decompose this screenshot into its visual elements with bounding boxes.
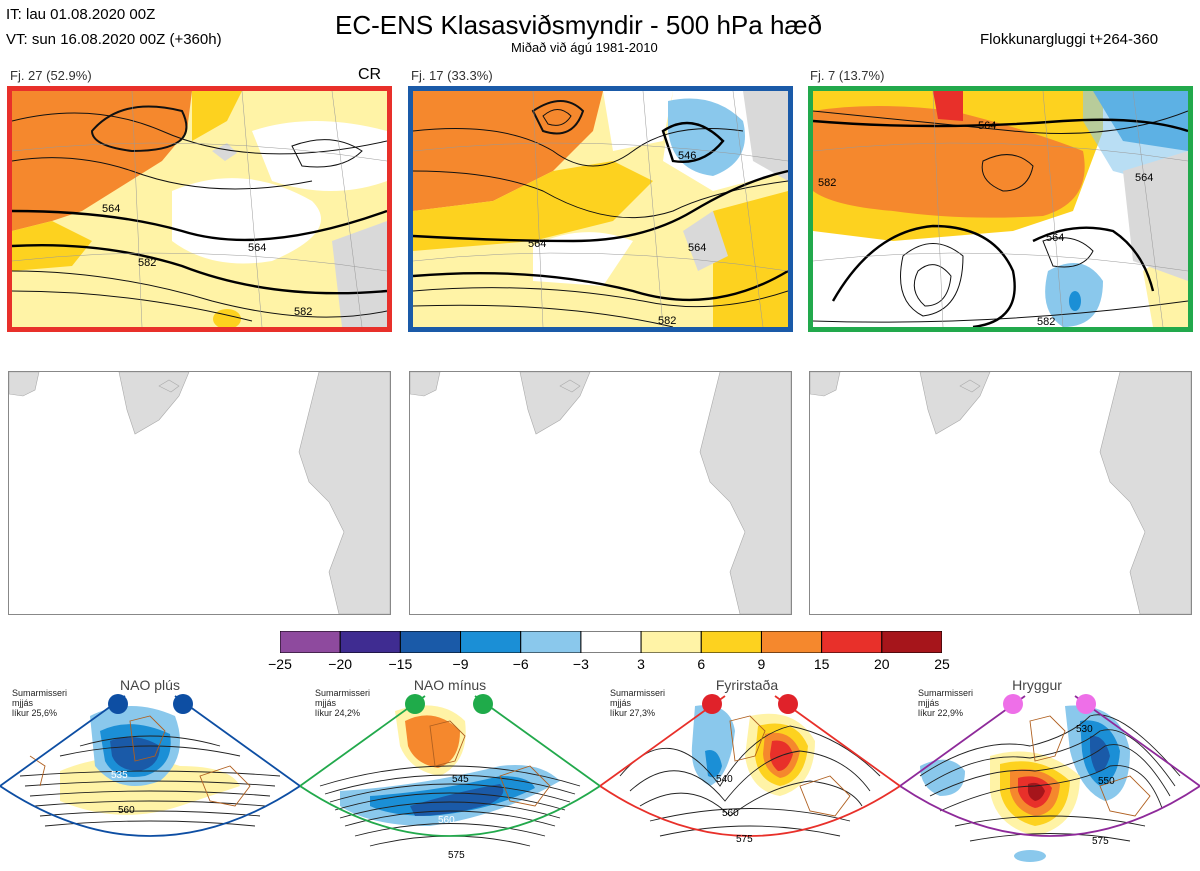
regime-contour-label: 530: [1076, 724, 1093, 735]
colorbar-segment: [881, 631, 942, 653]
base-map-1: [8, 371, 391, 615]
valid-time: VT: sun 16.08.2020 00Z (+360h): [6, 31, 222, 48]
colorbar: [280, 631, 942, 653]
regime-note: Sumarmisseri mjjás líkur 27,3%: [610, 688, 666, 718]
colorbar-segment: [339, 631, 401, 653]
colorbar-tick-label: −20: [328, 656, 353, 672]
colorbar-tick-label: 9: [757, 656, 766, 672]
cluster-map-3-canvas: 564 582 564 564 582: [813, 91, 1188, 327]
regime-nao-plus: Sumarmisseri mjjás líkur 25,6% NAO plús …: [0, 676, 300, 871]
cluster-3-contour-a: 564: [978, 120, 996, 132]
regime-map: 530 550 575: [900, 694, 1200, 866]
cluster-3-label: Fj. 7 (13.7%): [810, 68, 885, 83]
regime-ridge: Sumarmisseri mjjás líkur 22,9% Hryggur 5…: [900, 676, 1200, 871]
regime-name: NAO mínus: [413, 677, 487, 693]
regime-contour-label: 575: [1092, 836, 1109, 847]
cluster-3-contour-e: 582: [1037, 316, 1055, 327]
cluster-1-contour-b: 564: [248, 242, 266, 254]
colorbar-scale: [280, 631, 942, 653]
regime-map: 535 560: [0, 694, 300, 866]
base-map-3: [809, 371, 1192, 615]
regime-note: Sumarmisseri mjjás líkur 25,6%: [12, 688, 68, 718]
regime-name: Hryggur: [1012, 677, 1062, 693]
colorbar-tick-label: −6: [512, 656, 529, 672]
colorbar-segment: [821, 631, 883, 653]
cluster-2-contour-d: 582: [658, 315, 676, 327]
colorbar-tick-label: 6: [697, 656, 706, 672]
cluster-window: Flokkunargluggi t+264-360: [980, 31, 1159, 48]
regime-dot: [1076, 694, 1096, 714]
cluster-map-1: 564 564 582 582: [7, 86, 392, 332]
page-title: EC-ENS Klasasviðsmyndir - 500 hPa hæð: [335, 10, 822, 40]
base-map-2-land: [410, 372, 791, 614]
regime-blocking: Sumarmisseri mjjás líkur 27,3% Fyrirstað…: [600, 676, 900, 871]
cluster-3-contour-d: 564: [1135, 172, 1153, 184]
cluster-1-contour-a: 564: [102, 203, 120, 215]
regime-nao-minus: Sumarmisseri mjjás líkur 24,2% NAO mínus…: [300, 676, 600, 871]
cluster-map-2: 546 564 564 582: [408, 86, 793, 332]
cluster-map-3: 564 582 564 564 582: [808, 86, 1193, 332]
colorbar-segment: [460, 631, 522, 653]
cluster-2-contour-a: 546: [678, 150, 696, 162]
colorbar-segment: [640, 631, 702, 653]
regime-contour-label: 560: [722, 808, 739, 819]
cluster-2-contour-c: 564: [688, 242, 706, 254]
regime-name: NAO plús: [120, 677, 180, 693]
regime-dot: [702, 694, 722, 714]
regime-dot: [1003, 694, 1023, 714]
cluster-1-label: Fj. 27 (52.9%): [10, 68, 92, 83]
regime-map: 545 560 575: [300, 694, 600, 866]
regime-dot: [473, 694, 493, 714]
regime-contour-label: 560: [438, 815, 455, 826]
colorbar-tick-label: 20: [874, 656, 890, 672]
colorbar-ticks: −25 −20 −15 −9 −6 −3 3 6 9 15 20 25: [268, 656, 950, 674]
regime-contour-label: 550: [1098, 776, 1115, 787]
colorbar-tick-label: 25: [934, 656, 950, 672]
colorbar-segment: [760, 631, 823, 653]
regime-dot: [173, 694, 193, 714]
regime-contour-label: 545: [452, 774, 469, 785]
colorbar-tick-label: −3: [572, 656, 589, 672]
cluster-1-tag: CR: [358, 66, 382, 83]
regime-dot: [108, 694, 128, 714]
cluster-1-contour-d: 582: [294, 306, 312, 318]
colorbar-segment: [580, 631, 642, 653]
regime-dot: [405, 694, 425, 714]
regime-contour-label: 540: [716, 774, 733, 785]
colorbar-segment: [280, 631, 341, 653]
cluster-2-contour-b: 564: [528, 238, 546, 250]
base-map-1-land: [9, 372, 390, 614]
initial-time: IT: lau 01.08.2020 00Z: [6, 6, 156, 23]
regime-dot: [778, 694, 798, 714]
cluster-3-contour-b: 582: [818, 177, 836, 189]
base-map-3-land: [810, 372, 1191, 614]
regime-note: Sumarmisseri mjjás líkur 22,9%: [918, 688, 974, 718]
cluster-3-contour-c: 564: [1046, 232, 1064, 244]
colorbar-tick-label: 3: [637, 656, 645, 672]
colorbar-tick-label: −9: [452, 656, 469, 672]
cluster-map-2-canvas: 546 564 564 582: [413, 91, 788, 327]
regime-contour-label: 575: [736, 834, 753, 845]
colorbar-segment: [700, 631, 762, 653]
colorbar-tick-label: −15: [388, 656, 413, 672]
regime-name: Fyrirstaða: [715, 677, 779, 693]
regime-note: Sumarmisseri mjjás líkur 24,2%: [315, 688, 371, 718]
colorbar-tick-label: 15: [813, 656, 830, 672]
page-subtitle: Miðað við ágú 1981-2010: [511, 40, 658, 55]
regime-map: 540 560 575: [600, 694, 900, 866]
colorbar-segment: [399, 631, 462, 653]
cluster-1-contour-c: 582: [138, 257, 156, 269]
regime-contour-label: 535: [111, 770, 128, 781]
regime-contour-label: 575: [448, 850, 465, 861]
base-map-2: [409, 371, 792, 615]
regime-contour-label: 560: [118, 805, 135, 816]
colorbar-tick-label: −25: [268, 656, 292, 672]
cluster-map-1-canvas: 564 564 582 582: [12, 91, 387, 327]
colorbar-segment: [520, 631, 582, 653]
cluster-2-label: Fj. 17 (33.3%): [411, 68, 493, 83]
